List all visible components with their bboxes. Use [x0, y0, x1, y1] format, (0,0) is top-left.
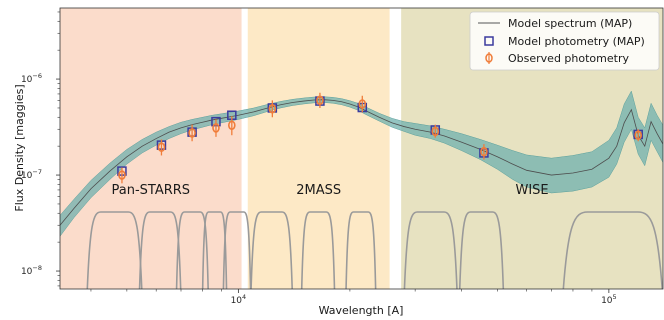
model-spectrum-line [60, 99, 663, 226]
observed-photometry-point [634, 130, 642, 141]
filter-curve-7 [300, 211, 336, 289]
filter-curve-6 [250, 211, 293, 289]
y-tick-exp: −8 [32, 264, 42, 272]
observed-photometry-point [228, 120, 236, 131]
observed-photometry-point [358, 99, 367, 109]
x-tick-base: 10 [231, 296, 243, 306]
observed-photometry-point [268, 104, 277, 114]
band-label-2mass: 2MASS [296, 183, 341, 198]
legend: Model spectrum (MAP) Model photometry (M… [469, 11, 660, 71]
filter-curve-8 [345, 211, 377, 289]
filter-curve-10 [458, 211, 505, 289]
photometry-points [117, 92, 643, 184]
band-label-pan-starrs: Pan-STARRS [112, 183, 191, 198]
y-tick-base: 10 [21, 171, 33, 181]
x-tick-base: 10 [601, 296, 613, 306]
filter-curve-1 [86, 211, 143, 289]
model-spectrum-band [60, 90, 663, 237]
filter-curve-11 [562, 211, 663, 289]
legend-circle-marker [485, 53, 493, 63]
y-tick-exp: −6 [32, 72, 42, 80]
legend-label-observed-photometry: Observed photometry [508, 52, 629, 65]
observed-photometry-point [480, 146, 488, 157]
observed-photometry-point [212, 123, 220, 133]
x-tick-label: 105 [601, 293, 617, 306]
y-tick-base: 10 [21, 75, 33, 85]
legend-label-model-spectrum: Model spectrum (MAP) [508, 17, 632, 30]
y-tick-exp: −7 [32, 168, 42, 176]
legend-square-marker [484, 36, 494, 46]
x-tick-exp: 5 [613, 293, 617, 301]
observed-photometry-point [431, 126, 440, 137]
y-tick-label: 10−8 [21, 264, 42, 277]
observed-photometry-point [188, 128, 196, 138]
filter-curve-3 [175, 211, 209, 289]
legend-box [469, 11, 660, 71]
observed-photometry-point [118, 170, 126, 180]
y-tick-base: 10 [21, 267, 33, 277]
model-spectrum [60, 90, 663, 237]
filter-curves [86, 211, 663, 289]
x-tick-exp: 4 [242, 293, 246, 301]
observed-photometry-point [157, 142, 166, 153]
y-tick-label: 10−7 [21, 168, 42, 181]
filter-curve-5 [222, 211, 252, 289]
observed-photometry-point [316, 95, 324, 106]
band-label-wise: WISE [515, 183, 548, 198]
legend-label-model-photometry: Model photometry (MAP) [508, 35, 645, 48]
band-pan-starrs [60, 8, 242, 289]
plot-frame [59, 7, 664, 290]
filter-curve-9 [403, 211, 458, 289]
band-2mass [247, 8, 390, 289]
x-axis-label: Wavelength [A] [319, 304, 404, 317]
band-labels: Pan-STARRS 2MASS WISE [112, 183, 549, 198]
y-tick-label: 10−6 [21, 72, 42, 85]
x-tick-label: 104 [231, 293, 247, 306]
y-axis-label: Flux Density [maggies] [13, 84, 26, 211]
